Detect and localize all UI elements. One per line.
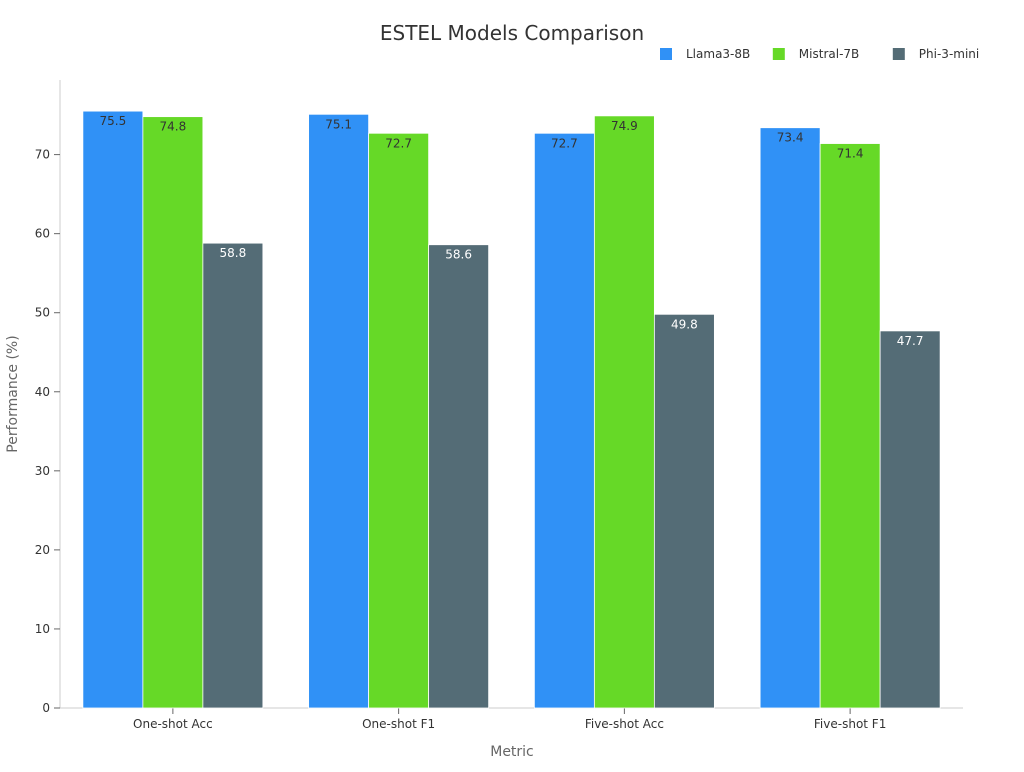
y-tick-label: 60 (35, 227, 50, 241)
bar (142, 116, 204, 709)
data-label: 74.8 (160, 120, 187, 134)
data-label: 71.4 (837, 147, 864, 161)
y-tick-label: 20 (35, 543, 50, 557)
data-label: 75.1 (325, 117, 352, 131)
bar (533, 132, 595, 709)
legend: Llama3-8B Mistral-7B Phi-3-mini (660, 47, 979, 61)
data-label: 72.7 (385, 136, 412, 150)
legend-label: Mistral-7B (799, 47, 859, 61)
bar (879, 330, 941, 709)
bar (82, 110, 144, 709)
data-label: 74.9 (611, 119, 638, 133)
x-tick-label: Five-shot Acc (585, 717, 664, 731)
data-label: 58.8 (220, 246, 247, 260)
bar (202, 242, 264, 709)
legend-swatch (892, 48, 905, 60)
legend-label: Llama3-8B (686, 47, 750, 61)
data-label: 58.6 (445, 248, 472, 262)
legend-swatch (772, 48, 785, 60)
bar (819, 143, 881, 709)
y-tick-label: 30 (35, 464, 50, 478)
x-tick-label: Five-shot F1 (814, 717, 886, 731)
y-tick-label: 10 (35, 622, 50, 636)
data-label: 49.8 (671, 317, 698, 331)
bar (593, 115, 655, 709)
y-axis-label: Performance (%) (5, 335, 21, 452)
data-label: 47.7 (897, 334, 924, 348)
data-label: 73.4 (777, 131, 804, 145)
bar (368, 132, 430, 709)
y-tick-label: 70 (35, 148, 50, 162)
bar (653, 313, 715, 709)
x-axis-label: Metric (490, 744, 534, 760)
chart-title: ESTEL Models Comparison (380, 21, 644, 45)
y-tick-label: 40 (35, 385, 50, 399)
bar (308, 113, 370, 709)
legend-swatch (660, 48, 672, 60)
bar (428, 244, 490, 709)
data-label: 72.7 (551, 136, 578, 150)
y-tick-label: 50 (35, 306, 50, 320)
plot-area: 0 10 20 30 40 50 60 70 One-shot Acc 75.5 74.8 58.8 O… (35, 80, 963, 731)
x-tick-label: One-shot F1 (362, 717, 435, 731)
legend-label: Phi-3-mini (919, 47, 979, 61)
bar (759, 127, 821, 709)
x-tick-label: One-shot Acc (133, 717, 213, 731)
y-tick-label: 0 (42, 701, 50, 715)
data-label: 75.5 (100, 114, 127, 128)
